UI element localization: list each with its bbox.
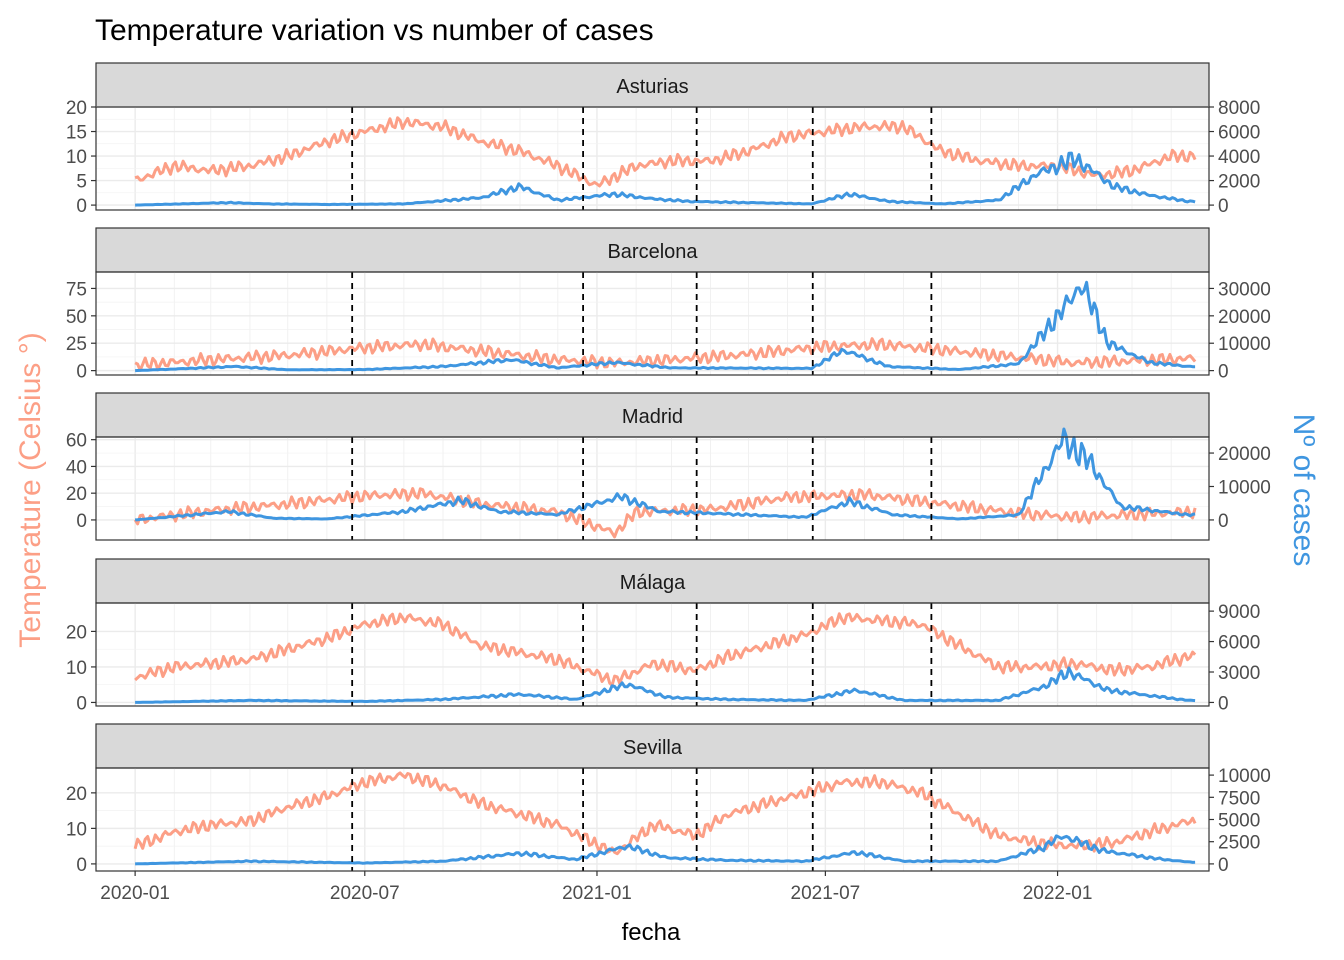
facet-label: Málaga [620, 572, 686, 594]
y-tick-label-right: 20000 [1218, 444, 1271, 465]
x-tick-label: 2021-01 [562, 883, 632, 904]
panel-barcelona: Barcelona 0 25 50 75 0 10000 20000 30000 [66, 227, 1271, 383]
y-tick-label-left: 25 [66, 334, 87, 355]
x-tick-label: 2020-07 [330, 883, 400, 904]
y-tick-label-left: 10 [66, 658, 87, 679]
panel-border [95, 271, 1210, 376]
y-tick-label-right: 0 [1218, 511, 1229, 532]
y-tick-label-left: 20 [66, 622, 87, 643]
y-tick-label-right: 0 [1218, 693, 1229, 714]
y-tick-label-right: 0 [1218, 362, 1229, 383]
cases-line [135, 834, 1196, 866]
y-tick-label-left: 60 [66, 431, 87, 452]
panel-border [95, 436, 1210, 541]
facet-label: Barcelona [607, 241, 698, 263]
y-axis-label-right: Nº of cases [1287, 414, 1320, 567]
chart-title: Temperature variation vs number of cases [95, 14, 654, 47]
y-tick-label-left: 5 [76, 172, 87, 193]
y-tick-label-right: 9000 [1218, 602, 1260, 623]
facet-strip [95, 227, 1210, 273]
facet-strip [95, 392, 1210, 438]
panel-malaga: Málaga 0 10 20 0 3000 6000 9000 [66, 558, 1260, 714]
y-axis-label-left: Temperature (Celsius °) [14, 332, 47, 647]
y-tick-label-left: 75 [66, 279, 87, 300]
cases-line [135, 280, 1196, 373]
gridlines [96, 106, 1210, 210]
y-tick-label-right: 10000 [1218, 477, 1271, 498]
x-axis-label: fecha [622, 919, 681, 946]
y-tick-label-right: 2000 [1218, 172, 1260, 193]
y-tick-label-right: 10000 [1218, 334, 1271, 355]
y-tick-label-left: 10 [66, 147, 87, 168]
y-tick-label-left: 0 [76, 693, 87, 714]
facet-label: Madrid [622, 406, 683, 428]
panels: Asturias0510152002000400060008000Barcelo… [66, 62, 1271, 876]
x-tick-label: 2021-07 [791, 883, 861, 904]
y-tick-label-left: 50 [66, 307, 87, 328]
cases-line [135, 151, 1196, 207]
y-tick-label-left: 0 [76, 362, 87, 383]
y-tick-label-left: 40 [66, 457, 87, 478]
y-tick-label-right: 3000 [1218, 663, 1260, 684]
y-tick-label-left: 10 [66, 819, 87, 840]
y-tick-label-right: 20000 [1218, 307, 1271, 328]
facet-label: Asturias [616, 76, 688, 98]
temperature-line [134, 612, 1197, 687]
y-tick-label-right: 2500 [1218, 833, 1260, 854]
x-tick-label: 2020-01 [100, 883, 170, 904]
cases-line [135, 666, 1196, 704]
panel-madrid: Madrid 0 20 40 60 0 10000 20000 [66, 392, 1271, 541]
y-tick-label-right: 8000 [1218, 98, 1260, 119]
y-tick-label-right: 4000 [1218, 147, 1260, 168]
y-tick-label-right: 30000 [1218, 279, 1271, 300]
x-tick-label: 2022-01 [1023, 883, 1093, 904]
y-tick-label-right: 6000 [1218, 123, 1260, 144]
temperature-line [133, 771, 1197, 856]
y-tick-label-left: 0 [76, 855, 87, 876]
y-tick-label-right: 5000 [1218, 811, 1260, 832]
y-tick-label-left: 0 [76, 511, 87, 532]
y-tick-label-right: 0 [1218, 855, 1229, 876]
temperature-line [134, 337, 1197, 372]
temperature-line [133, 487, 1197, 539]
panel-border [95, 602, 1210, 707]
temperature-line [134, 116, 1197, 188]
y-tick-label-left: 0 [76, 196, 87, 217]
facet-strip [95, 62, 1210, 108]
y-tick-label-right: 0 [1218, 196, 1229, 217]
panel-border [95, 106, 1210, 211]
y-tick-label-left: 20 [66, 784, 87, 805]
gridlines [96, 437, 1210, 540]
x-axis: 2020-01 2020-07 2021-01 2021-07 2022-01 [100, 871, 1092, 904]
y-tick-label-left: 20 [66, 484, 87, 505]
facet-label: Sevilla [623, 737, 683, 759]
panel-asturias: Asturias 0 5 10 15 20 0 2000 4000 6000 8000 [66, 62, 1260, 217]
y-tick-label-left: 20 [66, 98, 87, 119]
y-tick-label-right: 6000 [1218, 633, 1260, 654]
y-tick-label-right: 10000 [1218, 766, 1271, 787]
y-tick-label-left: 15 [66, 123, 87, 144]
y-tick-label-right: 7500 [1218, 788, 1260, 809]
cases-line [134, 427, 1196, 522]
